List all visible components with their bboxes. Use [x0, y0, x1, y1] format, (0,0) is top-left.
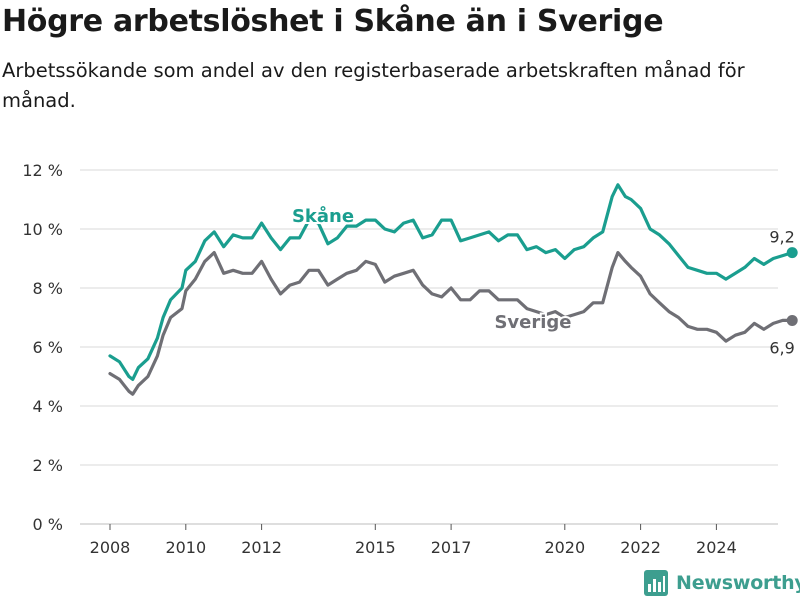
newsworthy-brand: Newsworthy — [644, 568, 800, 598]
y-tick-label: 4 % — [33, 397, 63, 416]
x-tick-label: 2017 — [431, 538, 472, 557]
series-line-skane — [108, 183, 794, 381]
series-labels: 9,2 % Skåne 6,9 % Sverige — [290, 203, 800, 357]
y-tick-label: 8 % — [33, 279, 63, 298]
gridlines — [80, 169, 778, 525]
series-lines — [108, 183, 798, 396]
y-tick-label: 6 % — [33, 338, 63, 357]
end-value-label: 9,2 % — [769, 228, 800, 247]
x-tick-label: 2012 — [241, 538, 282, 557]
series-end-marker — [786, 314, 798, 326]
y-tick-label: 2 % — [33, 456, 63, 475]
end-value-label: 6,9 % — [769, 338, 800, 357]
chart-title: Högre arbetslöshet i Skåne än i Sverige — [2, 4, 664, 39]
x-tick-label: 2024 — [696, 538, 737, 557]
series-end-marker — [786, 247, 798, 259]
y-axis-ticks: 0 % 2 % 4 % 6 % 8 % 10 % 12 % — [22, 161, 63, 534]
y-tick-label: 0 % — [33, 515, 63, 534]
series-line-sverige — [108, 251, 794, 396]
y-tick-label: 12 % — [22, 161, 63, 180]
x-tick-label: 2015 — [355, 538, 396, 557]
x-tick-label: 2020 — [544, 538, 585, 557]
brand-name: Newsworthy — [676, 572, 800, 594]
x-axis-ticks: 2008 2010 2012 2015 2017 2020 2022 2024 — [90, 524, 737, 557]
series-name-label: Skåne — [292, 205, 354, 227]
series-name-label: Sverige — [494, 312, 571, 333]
chart-subtitle: Arbetssökande som andel av den registerb… — [2, 59, 745, 112]
x-tick-label: 2022 — [620, 538, 661, 557]
y-tick-label: 10 % — [22, 220, 63, 239]
bar-chart-logo-icon — [644, 570, 668, 596]
x-tick-label: 2010 — [165, 538, 206, 557]
x-tick-label: 2008 — [90, 538, 131, 557]
